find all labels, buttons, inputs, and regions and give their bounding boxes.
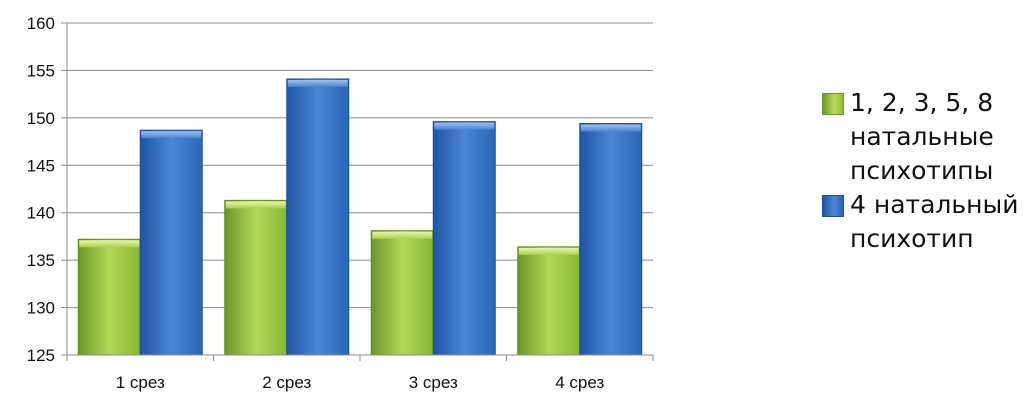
legend-item-series-2: 4 натальный психотип <box>822 188 1032 256</box>
bar-2-3 <box>432 121 496 356</box>
bar-cap <box>580 124 641 132</box>
legend-swatch-blue <box>822 195 844 217</box>
bar-cap <box>287 79 348 87</box>
legend-label-series-1: 1, 2, 3, 5, 8 натальные психотипы <box>850 88 994 185</box>
bar-cap <box>434 122 495 130</box>
x-category-label: 4 срез <box>555 373 604 392</box>
bar-2-2 <box>286 78 350 356</box>
axes: 125 130 135 140 145 150 155 160 1 срез 2 срез 3 ср… <box>27 14 654 392</box>
bar-2-4 <box>579 123 643 356</box>
y-tick-label: 155 <box>27 61 55 80</box>
x-category-label: 2 срез <box>262 373 311 392</box>
legend-item-series-1: 1, 2, 3, 5, 8 натальные психотипы <box>822 86 1032 188</box>
bar-1-3 <box>370 230 434 356</box>
bar-cap <box>372 231 433 239</box>
y-tick-label: 150 <box>27 109 55 128</box>
legend-swatch-green <box>822 93 844 115</box>
legend-label-series-2: 4 натальный психотип <box>850 190 1019 253</box>
legend: 1, 2, 3, 5, 8 натальные психотипы 4 ната… <box>822 86 1032 256</box>
bar-cap <box>225 201 286 209</box>
bar-cap <box>79 240 140 248</box>
bar-1-4 <box>517 246 581 356</box>
x-category-label: 1 срез <box>116 373 165 392</box>
y-tick-label: 135 <box>27 251 55 270</box>
bar-cap <box>141 131 202 139</box>
y-tick-label: 160 <box>27 14 55 33</box>
bar-1-2 <box>224 199 288 356</box>
y-tick-label: 145 <box>27 156 55 175</box>
bar-cap <box>518 247 579 255</box>
bar-2-1 <box>139 129 203 356</box>
x-category-label: 3 срез <box>409 373 458 392</box>
y-tick-label: 140 <box>27 204 55 223</box>
bar-1-1 <box>77 238 141 356</box>
y-tick-label: 125 <box>27 346 55 365</box>
y-tick-label: 130 <box>27 299 55 318</box>
bars <box>77 78 643 356</box>
